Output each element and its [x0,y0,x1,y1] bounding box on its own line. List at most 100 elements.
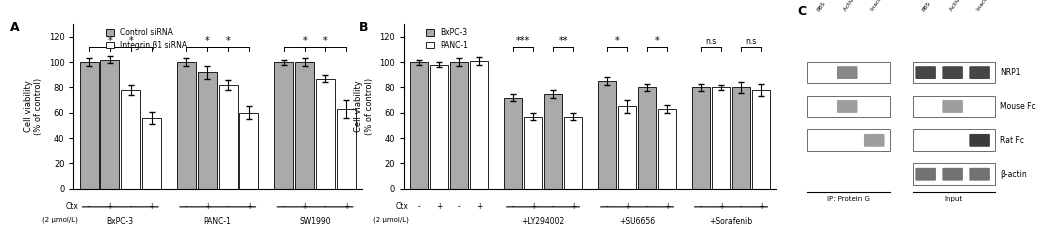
Text: -: - [457,202,461,211]
Text: B: B [359,21,368,34]
Bar [808,129,890,151]
Text: PBS: PBS [816,0,827,12]
Text: *: * [205,36,210,46]
FancyBboxPatch shape [837,66,857,79]
Bar [544,94,562,189]
Text: +: + [570,202,576,211]
Text: *: * [323,36,328,46]
Text: -: - [324,202,327,211]
Bar [913,62,996,83]
FancyBboxPatch shape [916,168,936,181]
Text: β-actin: β-actin [1000,170,1027,179]
Text: ***: *** [516,36,530,46]
Bar [913,96,996,117]
Text: *: * [655,36,660,46]
Text: +: + [758,202,765,211]
Bar [808,96,890,117]
Text: +SU6656: +SU6656 [619,217,656,226]
Text: Input: Input [945,196,963,202]
Bar [198,72,217,189]
Y-axis label: Cell viability
(% of control): Cell viability (% of control) [355,78,373,135]
Text: (2 μmol/L): (2 μmol/L) [372,217,409,223]
Text: **: ** [558,36,568,46]
Bar [101,60,120,189]
FancyBboxPatch shape [916,66,936,79]
Text: +: + [435,202,443,211]
Text: (2 μmol/L): (2 μmol/L) [42,217,79,223]
Text: +: + [664,202,670,211]
Text: +: + [476,202,483,211]
Text: IP: Protein G: IP: Protein G [827,196,870,202]
Bar [523,117,542,189]
FancyBboxPatch shape [942,66,963,79]
Text: +: + [624,202,630,211]
Bar [564,117,582,189]
FancyBboxPatch shape [942,168,963,181]
Text: *: * [615,36,619,46]
Bar [808,62,890,83]
Text: -: - [185,202,188,211]
Text: +: + [301,202,307,211]
Text: -: - [740,202,743,211]
Bar [658,109,677,189]
Bar [410,62,428,189]
Bar [177,62,196,189]
Text: PANC-1: PANC-1 [204,217,232,226]
Bar [712,88,730,189]
Bar [218,85,237,189]
Text: A: A [9,21,20,34]
Text: +Sorafenib: +Sorafenib [709,217,752,226]
Text: SW1990: SW1990 [299,217,330,226]
Text: -: - [418,202,421,211]
Bar [316,79,335,189]
Bar [450,62,468,189]
Text: -: - [700,202,702,211]
Text: PBS: PBS [921,0,933,12]
Bar [142,118,160,189]
Bar [122,90,141,189]
Text: +: + [245,202,252,211]
Text: +LY294002: +LY294002 [521,217,564,226]
Text: +: + [343,202,349,211]
Bar [470,61,489,189]
Bar [752,90,770,189]
Text: *: * [128,36,133,46]
Text: *: * [226,36,231,46]
Legend: BxPC-3, PANC-1: BxPC-3, PANC-1 [426,28,468,50]
Bar [638,88,657,189]
Text: -: - [605,202,608,211]
Text: -: - [646,202,648,211]
Bar [691,88,710,189]
Text: Active Integrin β1 Ab: Active Integrin β1 Ab [843,0,882,12]
Text: Active Integrin β1 Ab: Active Integrin β1 Ab [948,0,988,12]
Bar [239,113,258,189]
Text: BxPC-3: BxPC-3 [107,217,134,226]
Text: -: - [282,202,285,211]
Bar [430,65,448,189]
Text: -: - [512,202,514,211]
Text: -: - [129,202,132,211]
FancyBboxPatch shape [969,168,990,181]
Text: NRP1: NRP1 [1000,68,1021,77]
Bar [618,106,636,189]
Text: Inactive Integrin β1 Ab: Inactive Integrin β1 Ab [870,0,913,12]
Bar [504,98,522,189]
Y-axis label: Cell viability
(% of control): Cell viability (% of control) [24,78,43,135]
Text: Rat Fc: Rat Fc [1000,136,1024,145]
Bar [913,163,996,185]
Text: -: - [552,202,555,211]
FancyBboxPatch shape [942,100,963,113]
Text: Inactive Integrin β1 Ab: Inactive Integrin β1 Ab [976,0,1018,12]
FancyBboxPatch shape [837,100,857,113]
Text: +: + [718,202,724,211]
FancyBboxPatch shape [969,134,990,147]
Text: C: C [797,5,807,18]
Text: -: - [88,202,90,211]
Legend: Control siRNA, Integrin β1 siRNA: Control siRNA, Integrin β1 siRNA [106,28,187,50]
Text: n.s: n.s [705,37,716,46]
Text: +: + [530,202,536,211]
Text: -: - [227,202,230,211]
Text: Mouse Fc: Mouse Fc [1000,102,1035,111]
Bar [80,62,99,189]
Text: Ctx: Ctx [65,202,79,211]
